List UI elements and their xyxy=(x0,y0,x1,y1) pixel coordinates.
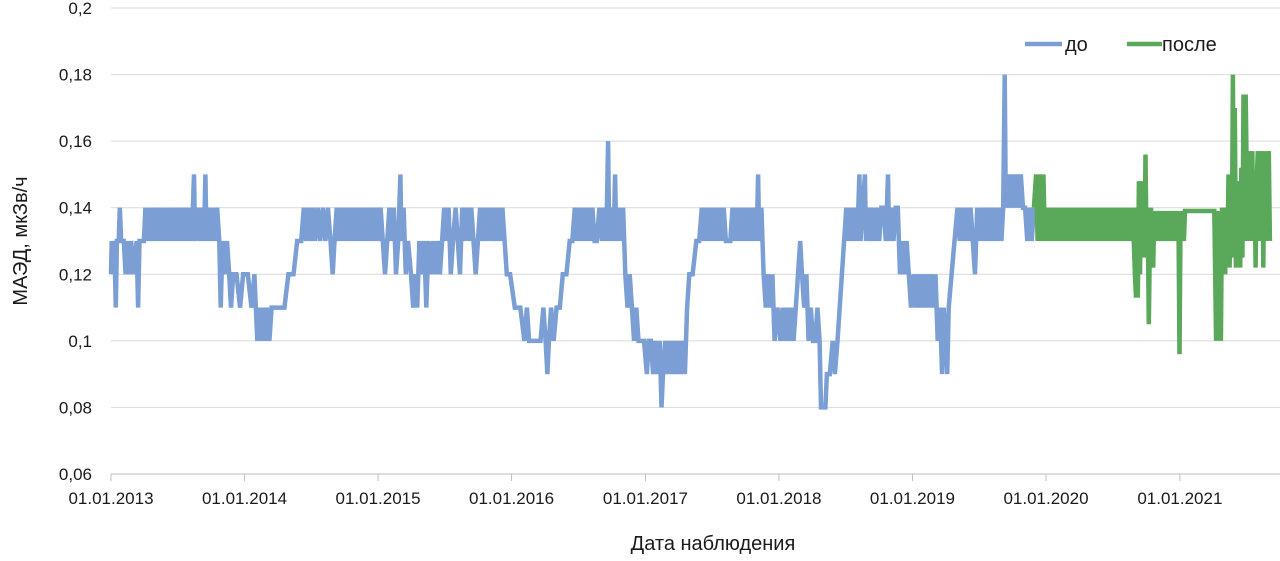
x-tick-label: 01.01.2013 xyxy=(68,489,153,508)
x-tick-label: 01.01.2017 xyxy=(603,489,688,508)
y-tick-label: 0,1 xyxy=(68,332,92,351)
y-axis-ticks: 0,06 0,08 0,1 0,12 0,14 0,16 0,18 0,2 xyxy=(59,0,92,484)
legend-label-do: до xyxy=(1065,34,1088,56)
y-tick-label: 0,12 xyxy=(59,265,92,284)
legend: до после xyxy=(1025,34,1217,56)
x-axis-ticks: 01.01.2013 01.01.2014 01.01.2015 01.01.2016… xyxy=(68,474,1222,508)
legend-label-posle: после xyxy=(1162,34,1217,56)
y-tick-label: 0,16 xyxy=(59,132,92,151)
y-tick-label: 0,18 xyxy=(59,66,92,85)
series-line-posle xyxy=(1031,74,1273,355)
x-tick-label: 01.01.2019 xyxy=(870,489,955,508)
x-tick-label: 01.01.2015 xyxy=(335,489,420,508)
y-tick-label: 0,14 xyxy=(59,199,92,218)
y-tick-label: 0,2 xyxy=(68,0,92,18)
series-line-do xyxy=(108,74,1037,410)
x-tick-label: 01.01.2016 xyxy=(469,489,554,508)
y-tick-label: 0,06 xyxy=(59,465,92,484)
x-tick-label: 01.01.2014 xyxy=(202,489,287,508)
x-axis-title: Дата наблюдения xyxy=(631,533,796,555)
x-tick-label: 01.01.2018 xyxy=(736,489,821,508)
series-lines xyxy=(108,74,1273,410)
x-tick-label: 01.01.2021 xyxy=(1137,489,1222,508)
y-tick-label: 0,08 xyxy=(59,398,92,417)
y-axis-title: МАЭД, мкЗв/ч xyxy=(10,176,32,305)
x-tick-label: 01.01.2020 xyxy=(1003,489,1088,508)
